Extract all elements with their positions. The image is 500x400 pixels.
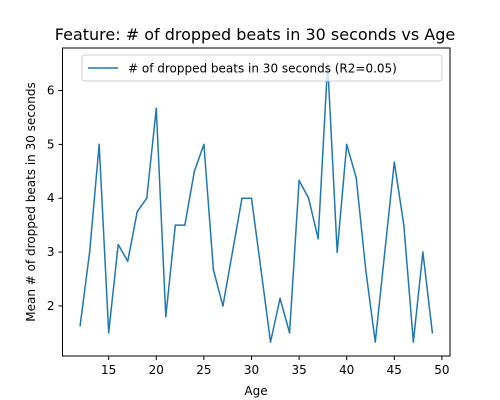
y-tick-label: 2: [47, 299, 55, 313]
x-tick-label: 30: [244, 363, 259, 377]
y-axis-ticks: 2 3 4 5 6: [47, 84, 63, 313]
data-point: [298, 179, 300, 182]
data-point: [184, 224, 186, 226]
data-point: [279, 297, 281, 300]
y-tick-label: 6: [47, 84, 55, 98]
x-tick-label: 25: [196, 363, 211, 377]
legend-box: [81, 54, 443, 82]
data-point: [193, 170, 196, 173]
data-point: [307, 197, 310, 200]
data-point: [412, 341, 415, 343]
series-layer: [79, 62, 434, 343]
x-tick-label: 35: [291, 363, 306, 377]
plot-area-frame: [62, 47, 451, 357]
data-point: [79, 325, 81, 327]
x-tick-label: 20: [149, 363, 164, 377]
y-tick-label: 5: [47, 137, 55, 151]
data-point: [126, 260, 129, 263]
data-point: [422, 251, 424, 253]
data-point: [364, 269, 367, 271]
data-point: [165, 315, 167, 318]
data-point: [203, 143, 205, 146]
data-point: [355, 176, 358, 179]
x-tick-label: 45: [387, 363, 402, 377]
data-point: [317, 237, 319, 240]
data-point: [241, 197, 243, 200]
data-point: [88, 251, 91, 253]
x-axis-ticks: 15 20 25 30 35 40 45 50: [101, 356, 450, 377]
x-tick-label: 15: [101, 363, 116, 377]
x-axis-label: Age: [244, 384, 267, 398]
data-point: [107, 332, 110, 334]
data-point: [260, 269, 262, 271]
data-point: [155, 107, 158, 110]
data-point: [174, 224, 177, 226]
y-axis-label: Mean # of dropped beats in 30 seconds: [24, 82, 38, 321]
data-point: [231, 251, 234, 253]
series-line: [79, 62, 434, 343]
data-point: [98, 143, 100, 146]
x-tick-label: 40: [339, 363, 354, 377]
data-point: [336, 251, 338, 253]
data-point: [117, 243, 119, 246]
legend: # of dropped beats in 30 seconds (R2=0.0…: [81, 54, 443, 82]
data-point: [269, 341, 272, 343]
legend-label: # of dropped beats in 30 seconds (R2=0.0…: [128, 62, 397, 76]
y-tick-label: 3: [47, 245, 55, 259]
data-point: [383, 251, 386, 253]
data-point: [145, 197, 148, 200]
data-point: [431, 332, 434, 334]
data-point: [222, 305, 224, 307]
data-point: [374, 341, 377, 343]
data-point: [288, 332, 291, 334]
data-point: [403, 224, 405, 226]
data-point: [212, 269, 215, 271]
data-point: [136, 210, 139, 213]
chart-title: Feature: # of dropped beats in 30 second…: [55, 25, 455, 44]
data-point: [393, 161, 396, 163]
data-point: [250, 197, 253, 200]
x-tick-label: 50: [434, 363, 449, 377]
data-point: [345, 143, 348, 146]
y-tick-label: 4: [47, 191, 55, 205]
